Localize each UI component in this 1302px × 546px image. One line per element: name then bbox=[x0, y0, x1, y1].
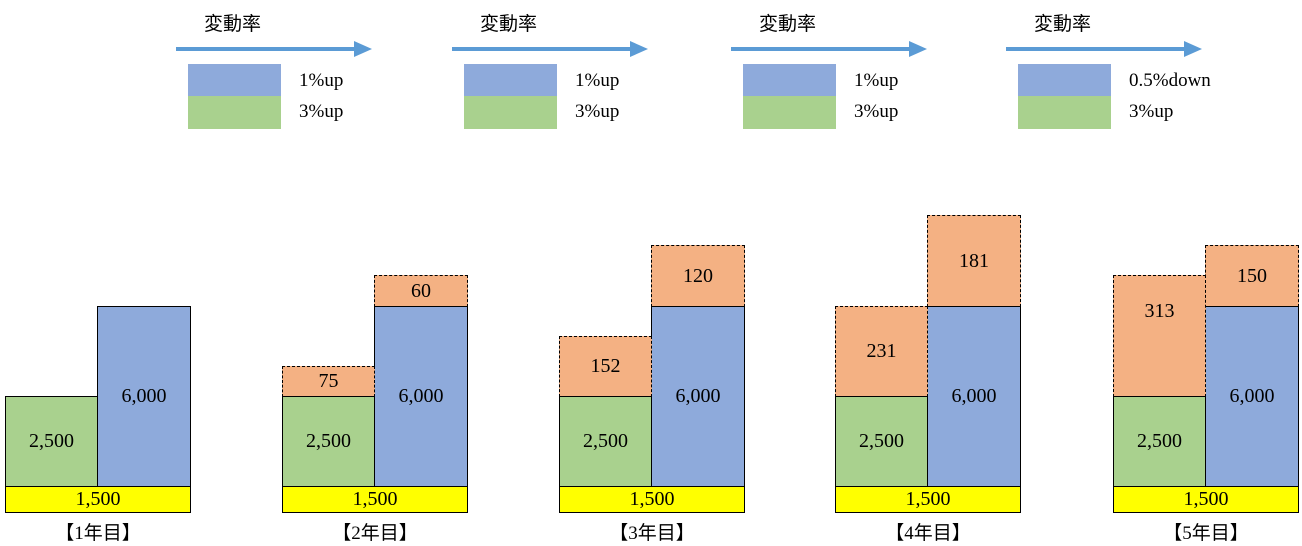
blue-increase-block: 60 bbox=[374, 275, 468, 307]
legend-4: 変動率 0.5%down 3%up bbox=[1006, 0, 1216, 140]
legend-title: 変動率 bbox=[204, 13, 262, 35]
right-arrow-icon bbox=[452, 41, 648, 57]
year-label: 【4年目】 bbox=[885, 523, 971, 544]
blue-rate-label: 0.5%down bbox=[1129, 70, 1211, 91]
green-swatch bbox=[188, 96, 281, 129]
legend-1: 変動率 1%up 3%up bbox=[176, 0, 386, 140]
base-block: 1,500 bbox=[5, 486, 191, 513]
legend-title: 変動率 bbox=[759, 13, 817, 35]
green-rate-label: 3%up bbox=[299, 101, 344, 122]
blue-swatch bbox=[464, 64, 557, 96]
green-increase-block: 152 bbox=[559, 336, 652, 397]
year-label: 【2年目】 bbox=[332, 523, 418, 544]
right-arrow-icon bbox=[731, 41, 927, 57]
blue-increase-block: 181 bbox=[927, 215, 1021, 307]
blue-block: 6,000 bbox=[374, 306, 468, 487]
green-block: 2,500 bbox=[1113, 396, 1206, 487]
blue-swatch bbox=[1018, 64, 1111, 96]
year-3-group: 120 6,000 152 2,500 1,500 【3年目】 bbox=[559, 200, 759, 546]
green-rate-label: 3%up bbox=[575, 101, 620, 122]
blue-block: 6,000 bbox=[927, 306, 1021, 487]
blue-increase-block: 120 bbox=[651, 245, 745, 307]
base-block: 1,500 bbox=[559, 486, 745, 513]
blue-rate-label: 1%up bbox=[575, 70, 620, 91]
blue-increase-block: 150 bbox=[1205, 245, 1299, 307]
year-label: 【1年目】 bbox=[55, 523, 141, 544]
year-label: 【3年目】 bbox=[609, 523, 695, 544]
green-swatch bbox=[464, 96, 557, 129]
blue-block: 6,000 bbox=[1205, 306, 1299, 487]
year-5-group: 150 6,000 313 2,500 1,500 【5年目】 bbox=[1113, 200, 1302, 546]
blue-swatch bbox=[188, 64, 281, 96]
year-label: 【5年目】 bbox=[1163, 523, 1249, 544]
legend-3: 変動率 1%up 3%up bbox=[731, 0, 941, 140]
green-block: 2,500 bbox=[282, 396, 375, 487]
green-rate-label: 3%up bbox=[1129, 101, 1174, 122]
year-1-group: 6,000 2,500 1,500 【1年目】 bbox=[5, 200, 205, 546]
blue-swatch bbox=[743, 64, 836, 96]
blue-block: 6,000 bbox=[97, 306, 191, 487]
green-swatch bbox=[743, 96, 836, 129]
legend-title: 変動率 bbox=[480, 13, 538, 35]
base-block: 1,500 bbox=[835, 486, 1021, 513]
green-swatch bbox=[1018, 96, 1111, 129]
base-block: 1,500 bbox=[282, 486, 468, 513]
green-rate-label: 3%up bbox=[854, 101, 899, 122]
green-increase-block: 75 bbox=[282, 366, 375, 397]
blue-rate-label: 1%up bbox=[854, 70, 899, 91]
year-4-group: 181 6,000 231 2,500 1,500 【4年目】 bbox=[835, 200, 1035, 546]
green-increase-block: 231 bbox=[835, 306, 928, 397]
blue-rate-label: 1%up bbox=[299, 70, 344, 91]
legend-2: 変動率 1%up 3%up bbox=[452, 0, 662, 140]
green-increase-block: 313 bbox=[1113, 275, 1206, 397]
green-block: 2,500 bbox=[559, 396, 652, 487]
right-arrow-icon bbox=[176, 41, 372, 57]
right-arrow-icon bbox=[1006, 41, 1202, 57]
year-2-group: 60 6,000 75 2,500 1,500 【2年目】 bbox=[282, 200, 482, 546]
green-block: 2,500 bbox=[5, 396, 98, 487]
blue-block: 6,000 bbox=[651, 306, 745, 487]
legend-title: 変動率 bbox=[1034, 13, 1092, 35]
green-block: 2,500 bbox=[835, 396, 928, 487]
base-block: 1,500 bbox=[1113, 486, 1299, 513]
